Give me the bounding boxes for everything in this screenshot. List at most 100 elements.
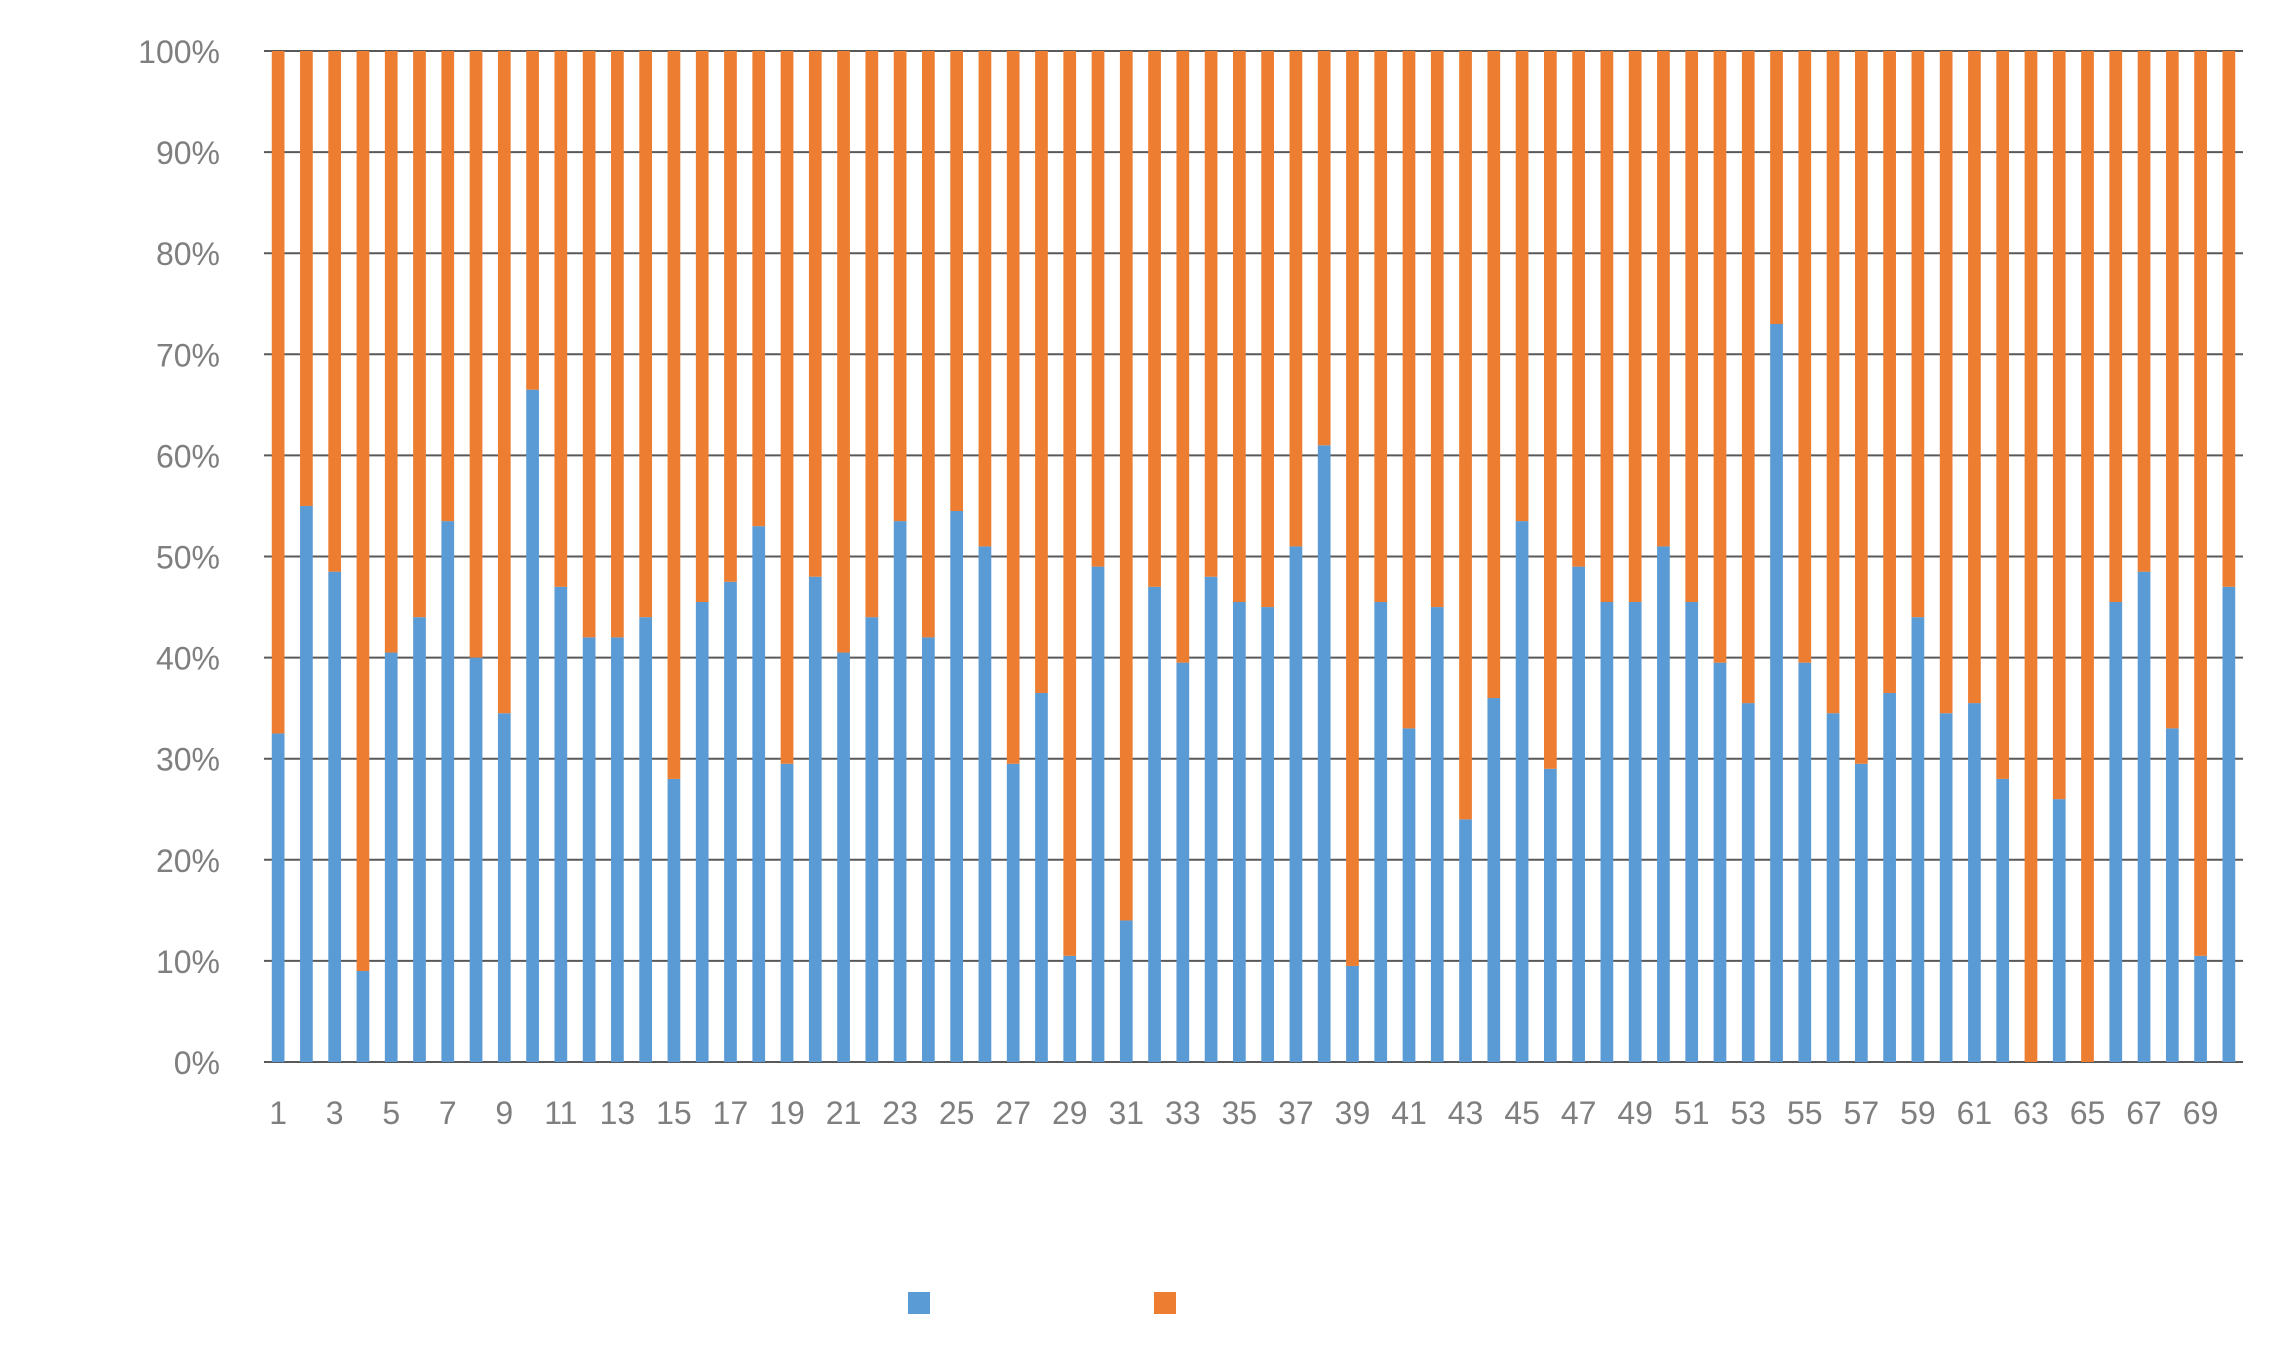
bar-series-2 (554, 51, 568, 587)
bar-series-2 (2165, 51, 2179, 729)
y-tick-label: 60% (156, 438, 220, 474)
x-tick-label: 11 (544, 1095, 577, 1131)
bar-series-2 (2024, 51, 2038, 1062)
bar-series-1 (1628, 601, 1642, 1062)
bar-series-2 (2222, 51, 2236, 587)
bar-series-1 (1968, 703, 1981, 1062)
bar-series-2 (1006, 51, 1020, 764)
bar-series-2 (328, 51, 342, 572)
bar-series-2 (1317, 51, 1331, 446)
bar-series-2 (1543, 51, 1557, 769)
bar-series-1 (611, 637, 624, 1062)
x-tick-label: 39 (1335, 1095, 1371, 1131)
bar-series-1 (1854, 763, 1868, 1062)
x-tick-label: 55 (1787, 1095, 1823, 1131)
x-tick-label: 1 (269, 1095, 287, 1131)
bar-series-2 (1487, 51, 1501, 699)
bar-series-1 (1883, 692, 1896, 1062)
bar-series-1 (1289, 546, 1303, 1062)
y-tick-label: 30% (156, 742, 220, 778)
bar-series-2 (611, 51, 624, 638)
bar-series-2 (1798, 51, 1812, 663)
bar-series-2 (1741, 51, 1755, 704)
bar-series-2 (356, 51, 370, 972)
x-tick-label: 61 (1957, 1095, 1993, 1131)
x-tick-label: 53 (1730, 1095, 1766, 1131)
bar-series-1 (808, 576, 822, 1062)
bar-series-1 (865, 617, 879, 1062)
bar-series-2 (1600, 51, 1614, 602)
x-tick-label: 45 (1504, 1095, 1540, 1131)
bar-series-1 (356, 971, 370, 1062)
bar-series-1 (582, 637, 596, 1062)
bar-series-2 (724, 51, 737, 582)
bar-series-1 (752, 526, 766, 1062)
legend-marker (1154, 1292, 1176, 1314)
bar-series-2 (950, 51, 964, 512)
x-tick-label: 57 (1844, 1095, 1880, 1131)
bar-series-2 (2137, 51, 2151, 572)
bar-series-2 (1035, 51, 1048, 693)
bar-series-1 (526, 389, 539, 1062)
bar-series-1 (1346, 965, 1359, 1062)
bar-series-2 (1148, 51, 1161, 587)
bar-series-1 (271, 733, 285, 1062)
bar-series-2 (271, 51, 285, 734)
x-tick-label: 15 (656, 1095, 692, 1131)
bar-series-2 (1176, 51, 1190, 663)
bar-series-2 (1572, 51, 1585, 567)
legend-marker (908, 1292, 930, 1314)
bar-series-1 (1148, 586, 1161, 1062)
y-tick-label: 0% (174, 1045, 220, 1081)
bar-series-2 (1883, 51, 1896, 693)
bar-series-1 (1374, 601, 1388, 1062)
bar-series-1 (978, 546, 992, 1062)
x-tick-label: 47 (1561, 1095, 1597, 1131)
bar-series-1 (1770, 323, 1783, 1063)
bar-series-2 (1261, 51, 1274, 608)
bar-series-2 (413, 51, 426, 618)
bar-series-1 (724, 581, 737, 1062)
x-tick-label: 33 (1165, 1095, 1201, 1131)
bar-series-2 (1289, 51, 1303, 547)
y-tick-label: 40% (156, 641, 220, 677)
bar-series-1 (1063, 955, 1077, 1062)
x-tick-label: 19 (769, 1095, 805, 1131)
bar-series-1 (1006, 763, 1020, 1062)
bar-series-2 (978, 51, 992, 547)
bar-series-2 (384, 51, 398, 653)
bar-series-1 (780, 763, 794, 1062)
bar-series-1 (497, 713, 511, 1062)
bar-series-1 (1261, 607, 1274, 1062)
bar-series-2 (695, 51, 709, 602)
bar-series-1 (1119, 920, 1133, 1062)
bar-series-1 (1543, 768, 1557, 1062)
bar-series-2 (2081, 51, 2094, 1062)
bar-series-2 (1233, 51, 1246, 602)
bar-series-2 (1119, 51, 1133, 921)
bar-series-1 (1176, 662, 1190, 1062)
bar-series-1 (1233, 601, 1246, 1062)
bar-series-2 (893, 51, 907, 522)
bar-series-1 (1430, 607, 1444, 1062)
bar-series-1 (837, 652, 850, 1062)
x-tick-label: 41 (1391, 1095, 1427, 1131)
bar-series-2 (497, 51, 511, 714)
bar-series-2 (1657, 51, 1670, 547)
y-tick-label: 100% (138, 34, 220, 70)
bar-series-1 (1572, 566, 1585, 1062)
y-tick-label: 70% (156, 337, 220, 373)
y-tick-label: 20% (156, 843, 220, 879)
bar-series-2 (1091, 51, 1105, 567)
y-tick-label: 90% (156, 135, 220, 171)
bar-series-2 (1628, 51, 1642, 602)
bar-series-2 (1968, 51, 1981, 704)
legend (908, 1292, 1176, 1314)
x-tick-label: 59 (1900, 1095, 1936, 1131)
bar-series-1 (1911, 617, 1925, 1062)
bar-series-1 (1741, 703, 1755, 1062)
bar-series-2 (1374, 51, 1388, 602)
x-tick-label: 69 (2183, 1095, 2219, 1131)
bar-series-2 (441, 51, 455, 522)
y-axis-tick-labels: 0% 10% 20% 30% 40% 50% 60% 70% 80% 90% 100% (138, 34, 220, 1081)
